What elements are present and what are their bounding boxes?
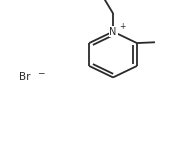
Text: Br: Br xyxy=(19,72,31,82)
Text: N: N xyxy=(109,27,117,37)
Text: −: − xyxy=(37,68,44,77)
Text: +: + xyxy=(119,22,126,31)
